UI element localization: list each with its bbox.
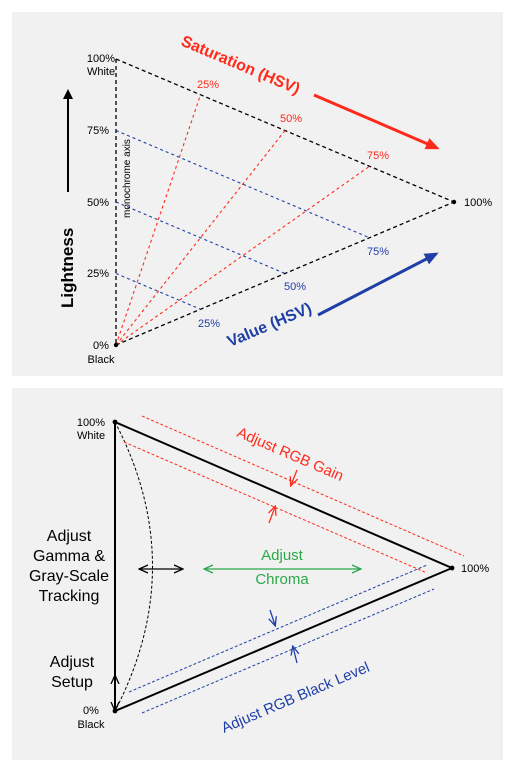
- setup-label-line1: Adjust: [50, 654, 95, 671]
- value-title: Value (HSV): [225, 300, 314, 351]
- chroma-label-line2: Chroma: [255, 571, 309, 588]
- black-pct-label: 0%: [83, 705, 99, 717]
- black-level-lower-line: [141, 588, 435, 714]
- value-arrow: [317, 252, 439, 317]
- triangle-top-edge: [114, 421, 453, 569]
- tip-vertex-dot: [451, 199, 457, 205]
- gain-label: Adjust RGB Gain: [234, 424, 346, 485]
- value-50-label: 50%: [284, 281, 306, 293]
- axis-label-black: Black: [88, 354, 115, 366]
- axis-label-white: White: [87, 66, 115, 78]
- value-75-label: 75%: [367, 246, 389, 258]
- black-label: Black: [78, 719, 105, 731]
- hsv-diagram-svg: 100% White 75% 50% 25% 0% Black monochro…: [58, 33, 492, 366]
- saturation-25-line: [115, 94, 202, 346]
- gamma-label-line2: Gamma &: [33, 548, 105, 565]
- triangle-bottom-edge: [115, 201, 455, 346]
- value-50-line: [115, 201, 286, 275]
- axis-tick-50: 50%: [87, 197, 109, 209]
- tip-vertex-dot: [449, 565, 455, 571]
- axis-tick-25: 25%: [87, 268, 109, 280]
- hsv-lightness-diagram: 100% White 75% 50% 25% 0% Black monochro…: [12, 12, 503, 376]
- saturation-25-label: 25%: [197, 79, 219, 91]
- saturation-arrow: [313, 93, 440, 150]
- saturation-50-label: 50%: [280, 113, 302, 125]
- gamma-label-line4: Tracking: [39, 588, 100, 605]
- black-level-upper-line: [128, 564, 428, 693]
- tip-100-pct-label: 100%: [464, 197, 492, 209]
- black-level-label: Adjust RGB Black Level: [219, 659, 372, 737]
- axis-label-0-pct: 0%: [93, 340, 109, 352]
- white-vertex-dot: [112, 419, 118, 425]
- gamma-curve: [114, 421, 153, 712]
- monochrome-axis-label: monochrome axis: [122, 139, 133, 218]
- axis-label-100-pct: 100%: [87, 53, 115, 65]
- white-label: White: [77, 430, 105, 442]
- triangle-bottom-edge: [114, 567, 453, 712]
- calibration-diagram: 100% White 0% Black 100% Adjust RGB Gain…: [12, 388, 503, 760]
- black-level-arrow-up: [293, 647, 297, 664]
- triangle-top-edge: [115, 58, 455, 203]
- saturation-75-label: 75%: [367, 150, 389, 162]
- black-vertex-dot: [113, 342, 119, 348]
- lightness-label: Lightness: [58, 228, 77, 308]
- gain-arrow-down: [291, 469, 297, 485]
- black-level-arrow-down: [270, 609, 275, 625]
- gain-upper-line: [141, 415, 465, 557]
- gamma-label-line3: Gray-Scale: [29, 568, 109, 585]
- value-25-label: 25%: [198, 318, 220, 330]
- gamma-label-line1: Adjust: [47, 528, 92, 545]
- calibration-diagram-svg: 100% White 0% Black 100% Adjust RGB Gain…: [29, 415, 489, 737]
- gain-arrow-up: [269, 507, 275, 524]
- tip-pct-label: 100%: [461, 563, 489, 575]
- axis-tick-75: 75%: [87, 125, 109, 137]
- saturation-75-line: [115, 165, 370, 346]
- white-pct-label: 100%: [77, 417, 105, 429]
- value-75-line: [115, 129, 370, 239]
- chroma-label-line1: Adjust: [261, 547, 304, 564]
- setup-label-line2: Setup: [51, 674, 93, 691]
